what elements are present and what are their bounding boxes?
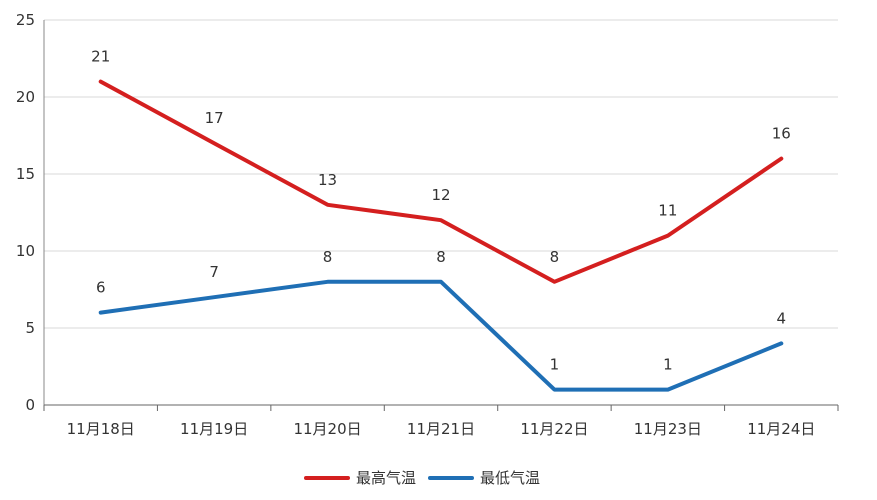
y-tick-label: 20	[16, 88, 35, 106]
data-label: 12	[431, 186, 450, 204]
series-line	[98, 79, 784, 284]
x-axis: 11月18日 11月19日 11月20日 11月21日 11月22日 11月23日 11月2…	[43, 20, 839, 438]
legend-label: 最低气温	[480, 469, 540, 487]
x-tick-label: 11月22日	[520, 420, 588, 438]
data-label: 1	[550, 356, 560, 374]
data-label: 13	[318, 171, 337, 189]
data-label: 1	[663, 356, 673, 374]
grid-lines	[44, 19, 838, 329]
legend: 最高气温 最低气温	[304, 469, 540, 487]
x-tick-label: 11月19日	[180, 420, 248, 438]
y-tick-label: 15	[16, 165, 35, 183]
data-label: 16	[772, 125, 791, 143]
data-label: 7	[209, 263, 219, 281]
series-lines	[98, 79, 784, 392]
data-label: 6	[96, 279, 106, 297]
data-label: 8	[436, 248, 446, 266]
series-line	[98, 279, 784, 392]
y-tick-label: 25	[16, 11, 35, 29]
y-axis-ticks: 0 5 10 15 20 25	[16, 11, 35, 414]
y-tick-label: 0	[25, 396, 35, 414]
y-tick-label: 5	[25, 319, 35, 337]
x-tick-label: 11月18日	[67, 420, 135, 438]
legend-label: 最高气温	[356, 469, 416, 487]
data-label: 8	[550, 248, 560, 266]
data-label: 4	[777, 309, 787, 327]
x-tick-label: 11月23日	[634, 420, 702, 438]
x-tick-label: 11月21日	[407, 420, 475, 438]
data-label: 21	[91, 48, 110, 66]
x-tick-label: 11月24日	[747, 420, 815, 438]
data-label: 11	[658, 202, 677, 220]
data-label: 8	[323, 248, 333, 266]
x-tick-label: 11月20日	[293, 420, 361, 438]
data-label: 17	[205, 109, 224, 127]
y-tick-label: 10	[16, 242, 35, 260]
